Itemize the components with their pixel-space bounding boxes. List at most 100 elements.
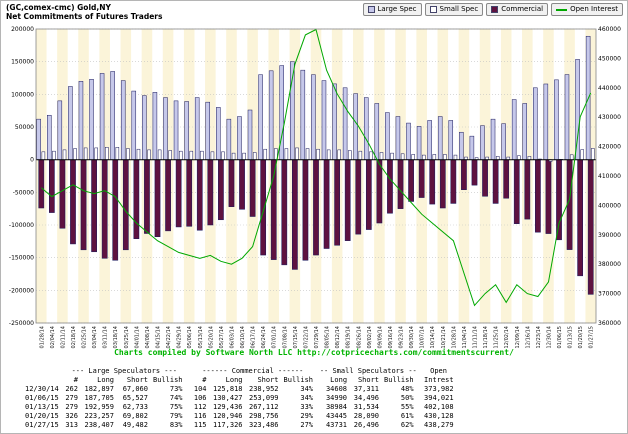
legend-color-swatch xyxy=(491,6,499,13)
svg-text:03/18/14: 03/18/14 xyxy=(113,326,119,348)
legend-item-commercial: Commercial xyxy=(486,3,549,16)
svg-text:12/09/14: 12/09/14 xyxy=(515,326,521,348)
legend-label: Small Spec xyxy=(439,5,479,13)
svg-text:03/11/14: 03/11/14 xyxy=(103,326,109,348)
svg-text:11/04/14: 11/04/14 xyxy=(462,326,468,348)
footer-credit: Charts compiled by Software North LLC ht… xyxy=(1,348,627,357)
svg-text:12/23/14: 12/23/14 xyxy=(536,326,542,348)
cotpricecharts-link[interactable]: http://cotpricecharts.com/commitmentscur… xyxy=(297,348,514,357)
svg-text:100000: 100000 xyxy=(11,91,34,98)
svg-text:05/20/14: 05/20/14 xyxy=(208,326,214,348)
chart-subtitle: Net Commitments of Futures Traders xyxy=(6,12,163,21)
legend-label: Open Interest xyxy=(570,5,618,13)
svg-text:06/24/14: 06/24/14 xyxy=(261,326,267,348)
table-row: 01/20/15 326 223,257 69,802 79% 116 120,946 298… xyxy=(25,412,454,420)
svg-text:07/01/14: 07/01/14 xyxy=(272,326,278,348)
svg-text:02/18/14: 02/18/14 xyxy=(71,326,77,348)
svg-text:11/25/14: 11/25/14 xyxy=(494,326,500,348)
legend-color-swatch xyxy=(429,6,437,13)
svg-text:05/27/14: 05/27/14 xyxy=(219,326,225,348)
svg-text:06/17/14: 06/17/14 xyxy=(251,326,257,348)
svg-text:04/08/14: 04/08/14 xyxy=(145,326,151,348)
svg-text:07/29/14: 07/29/14 xyxy=(314,326,320,348)
svg-text:09/30/14: 09/30/14 xyxy=(409,326,415,348)
svg-text:200000: 200000 xyxy=(11,26,34,33)
svg-text:12/16/14: 12/16/14 xyxy=(525,326,531,348)
svg-text:04/15/14: 04/15/14 xyxy=(156,326,162,348)
chart-symbol-title: (GC,comex-cmc) Gold,NY xyxy=(6,3,111,12)
legend-label: Commercial xyxy=(501,5,544,13)
table-row: 12/30/14 262 182,897 67,060 73% 104 125,818 238… xyxy=(25,385,454,393)
svg-text:03/04/14: 03/04/14 xyxy=(92,326,98,348)
svg-text:01/27/15: 01/27/15 xyxy=(589,326,595,348)
svg-text:07/08/14: 07/08/14 xyxy=(282,326,288,348)
legend-color-swatch xyxy=(367,6,375,13)
svg-text:02/25/14: 02/25/14 xyxy=(82,326,88,348)
small-spec-bars xyxy=(41,147,595,162)
svg-text:09/09/14: 09/09/14 xyxy=(377,326,383,348)
svg-text:06/10/14: 06/10/14 xyxy=(240,326,246,348)
svg-text:12/30/14: 12/30/14 xyxy=(547,326,553,348)
svg-text:04/29/14: 04/29/14 xyxy=(177,326,183,348)
commercial-bars xyxy=(38,159,594,295)
svg-text:10/21/14: 10/21/14 xyxy=(441,326,447,348)
svg-text:09/16/14: 09/16/14 xyxy=(388,326,394,348)
svg-text:01/28/14: 01/28/14 xyxy=(39,326,45,348)
svg-text:460000: 460000 xyxy=(598,26,621,33)
svg-text:09/23/14: 09/23/14 xyxy=(399,326,405,348)
svg-text:02/04/14: 02/04/14 xyxy=(50,326,56,348)
svg-text:12/02/14: 12/02/14 xyxy=(504,326,510,348)
svg-text:440000: 440000 xyxy=(598,85,621,92)
svg-text:06/03/14: 06/03/14 xyxy=(230,326,236,348)
legend-item-small-spec: Small Spec xyxy=(424,3,484,16)
table-row: 01/27/15 313 238,407 49,482 83% 115 117,326 323… xyxy=(25,421,454,429)
svg-text:04/22/14: 04/22/14 xyxy=(166,326,172,348)
svg-text:390000: 390000 xyxy=(598,232,621,239)
svg-text:09/02/14: 09/02/14 xyxy=(367,326,373,348)
svg-text:04/01/14: 04/01/14 xyxy=(134,326,140,348)
svg-text:05/13/14: 05/13/14 xyxy=(198,326,204,348)
svg-text:11/18/14: 11/18/14 xyxy=(483,326,489,348)
plot-border xyxy=(35,28,597,324)
svg-text:07/15/14: 07/15/14 xyxy=(293,326,299,348)
svg-text:150000: 150000 xyxy=(11,59,34,66)
svg-text:08/05/14: 08/05/14 xyxy=(325,326,331,348)
svg-text:370000: 370000 xyxy=(598,291,621,298)
svg-text:-150000: -150000 xyxy=(9,255,34,262)
svg-text:10/07/14: 10/07/14 xyxy=(420,326,426,348)
svg-text:01/20/15: 01/20/15 xyxy=(578,326,584,348)
svg-text:-100000: -100000 xyxy=(9,222,34,229)
svg-text:03/25/14: 03/25/14 xyxy=(124,326,130,348)
svg-text:08/26/14: 08/26/14 xyxy=(356,326,362,348)
table-group-header-row: --- Large Speculators --- ------ Commerci… xyxy=(71,367,447,375)
svg-text:380000: 380000 xyxy=(598,261,621,268)
chart-titles: (GC,comex-cmc) Gold,NY Net Commitments o… xyxy=(6,3,162,21)
svg-text:360000: 360000 xyxy=(598,320,621,327)
svg-text:10/14/14: 10/14/14 xyxy=(430,326,436,348)
svg-text:50000: 50000 xyxy=(15,124,34,131)
svg-text:410000: 410000 xyxy=(598,173,621,180)
left-axis-labels: -250000 -200000 -150000 -100000 -50000 0 50000… xyxy=(9,26,34,327)
svg-text:11/11/14: 11/11/14 xyxy=(473,326,479,348)
cot-table: --- Large Speculators --- ------ Commerci… xyxy=(25,367,459,430)
svg-text:420000: 420000 xyxy=(598,144,621,151)
cot-chart: -250000 -200000 -150000 -100000 -50000 0 50000… xyxy=(9,26,621,348)
table-col-header-row: # Long Short Bullish # Long Short Bullish Long Sh… xyxy=(73,376,454,384)
svg-text:430000: 430000 xyxy=(598,114,621,121)
table-row: 01/13/15 279 192,959 62,733 75% 112 129,436 267… xyxy=(25,403,454,411)
legend-label: Large Spec xyxy=(377,5,417,13)
right-axis-labels: 360000 370000 380000 390000 400000 410000 4200… xyxy=(598,26,621,327)
cot-data-table: --- Large Speculators --- ------ Commerci… xyxy=(25,367,459,430)
svg-text:05/06/14: 05/06/14 xyxy=(187,326,193,348)
svg-text:01/06/15: 01/06/15 xyxy=(557,326,563,348)
svg-text:07/22/14: 07/22/14 xyxy=(303,326,309,348)
legend-line-swatch xyxy=(556,8,568,11)
svg-text:01/13/15: 01/13/15 xyxy=(568,326,574,348)
svg-text:10/28/14: 10/28/14 xyxy=(451,326,457,348)
svg-text:450000: 450000 xyxy=(598,55,621,62)
open-interest-line xyxy=(40,28,592,307)
svg-text:-200000: -200000 xyxy=(9,287,34,294)
svg-text:08/12/14: 08/12/14 xyxy=(335,326,341,348)
x-axis-labels: 01/28/14 02/04/14 02/11/14 02/18/14 02/25/14… xyxy=(39,326,594,348)
